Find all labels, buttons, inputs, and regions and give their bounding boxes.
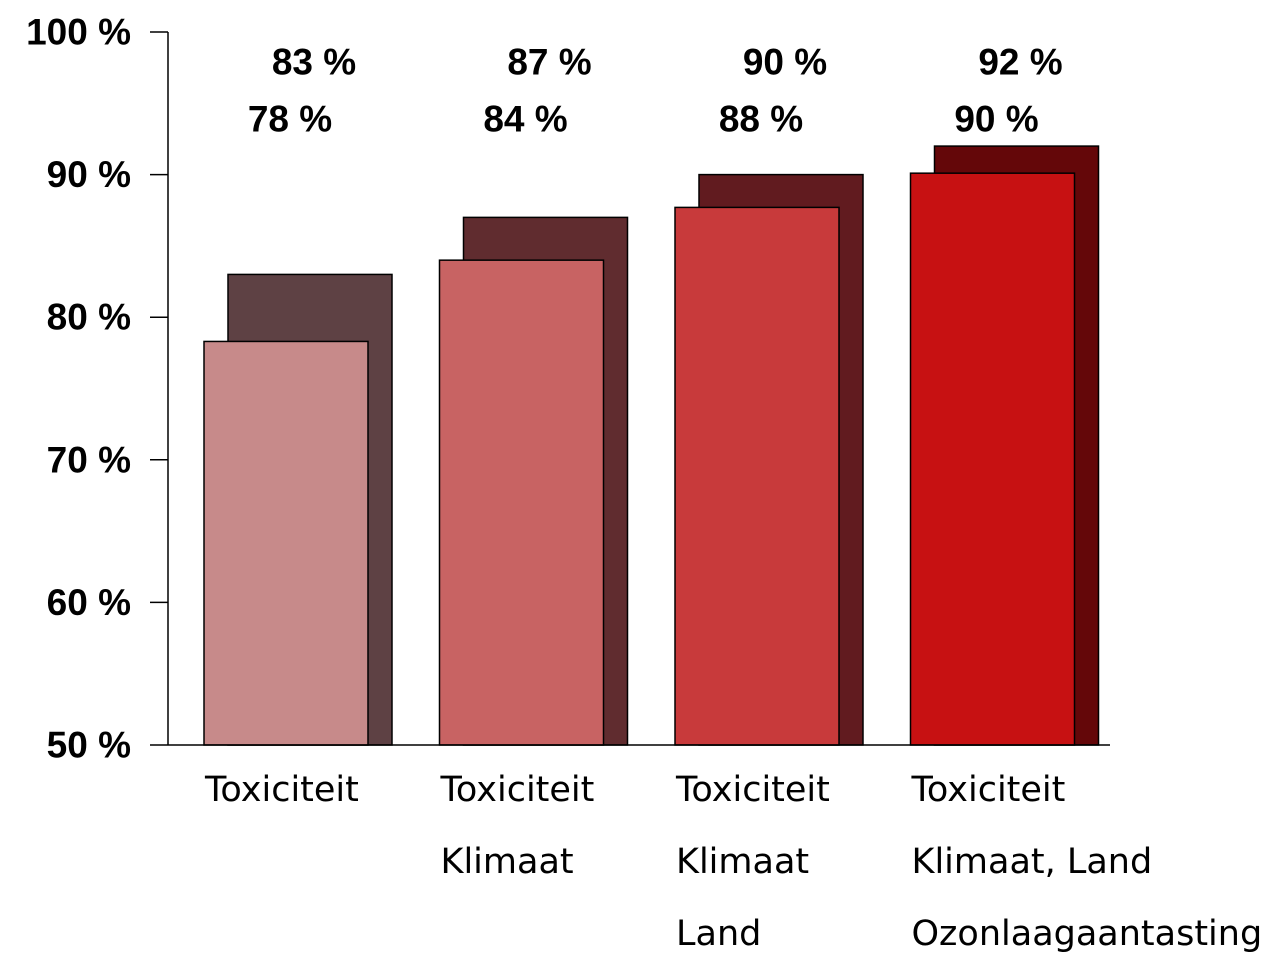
value-label-front: 90 % [954,99,1038,140]
bar-front [674,206,840,746]
bar-front [438,259,605,746]
y-axis-ticks: 50 % 60 % 70 % 80 % 90 % 100 % [26,12,168,766]
value-label-front: 84 % [483,99,567,140]
axes [167,32,1110,746]
y-tick-label: 60 % [47,582,131,623]
y-tick-label: 70 % [47,439,131,480]
category-label: Klimaat, Land [912,842,1153,882]
value-label-back: 83 % [272,42,356,83]
value-label-back: 92 % [978,42,1062,83]
bar-front [909,172,1076,746]
value-label-back: 90 % [743,42,827,83]
category-label: Toxiciteit [911,770,1066,810]
y-tick-label: 90 % [47,154,131,195]
category-label: Ozonlaagaantasting [912,914,1263,954]
category-label: Toxiciteit [675,770,830,810]
category-label: Land [676,914,761,954]
category-label: Toxiciteit [204,770,359,810]
category-label: Toxiciteit [440,770,595,810]
value-labels: 83 % 78 % 87 % 84 % 90 % 88 % 92 % 90 % [248,42,1063,140]
y-tick-label: 50 % [47,725,131,766]
category-label: Klimaat [441,842,574,882]
category-labels: Toxiciteit Toxiciteit Klimaat Toxiciteit Kli… [204,770,1262,954]
category-label: Klimaat [676,842,809,882]
value-label-back: 87 % [507,42,591,83]
front-series-bars [203,172,1076,746]
value-label-front: 78 % [248,99,332,140]
y-tick-label: 100 % [26,12,131,53]
y-tick-label: 80 % [47,297,131,338]
value-label-front: 88 % [719,99,803,140]
bar-front [203,340,369,746]
